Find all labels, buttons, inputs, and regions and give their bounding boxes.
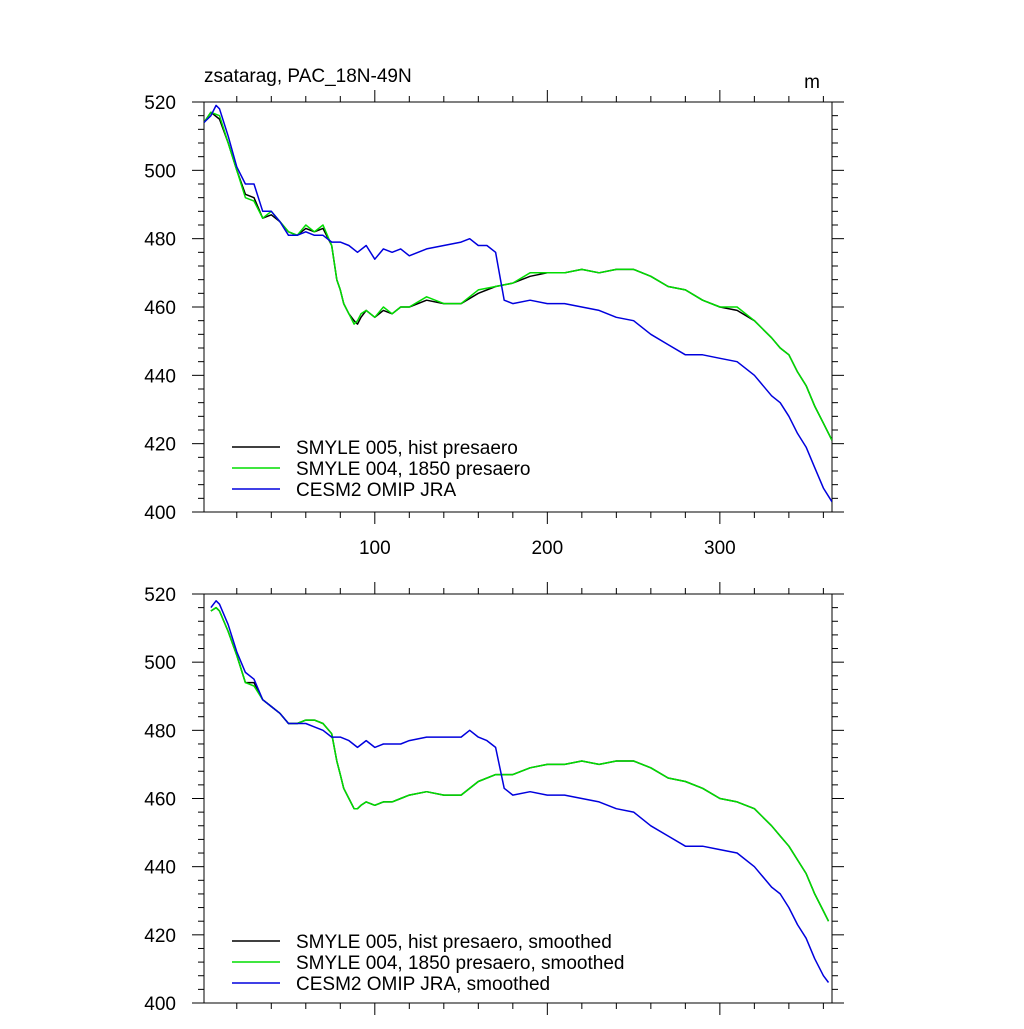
legend-label-3: CESM2 OMIP JRA, smoothed [296, 974, 550, 995]
x-tick-label: 200 [531, 538, 563, 559]
y-tick-label: 480 [144, 721, 176, 742]
y-tick-label: 400 [144, 503, 176, 524]
y-tick-label: 460 [144, 790, 176, 811]
legend-label-3: CESM2 OMIP JRA [296, 480, 456, 501]
y-tick-label: 520 [144, 585, 176, 606]
chart-panel-1: 400 420 440 460 480 500 520 100 200 300 zsatarag, … [144, 66, 844, 559]
series-line-1 [210, 606, 830, 922]
x-tick-label: 300 [704, 538, 736, 559]
y-tick-label: 440 [144, 858, 176, 879]
x-tick-label: 100 [359, 538, 391, 559]
y-tick-label: 400 [144, 994, 176, 1015]
y-tick-label: 440 [144, 366, 176, 387]
y-tick-label: 500 [144, 653, 176, 674]
y-tick-label: 480 [144, 230, 176, 251]
legend-label-1: SMYLE 005, hist presaero [296, 438, 518, 459]
y-tick-label: 420 [144, 435, 176, 456]
series-line-3 [210, 600, 830, 983]
y-tick-label: 500 [144, 161, 176, 182]
chart-panel-2: 400 420 440 460 480 500 520 SMYLE 005, hist pre… [144, 582, 844, 1015]
series-line-2 [204, 111, 832, 441]
series-line-1 [204, 111, 832, 441]
y-tick-label: 520 [144, 93, 176, 114]
y-tick-label: 420 [144, 926, 176, 947]
series-line-3 [204, 104, 832, 503]
legend-label-1: SMYLE 005, hist presaero, smoothed [296, 932, 612, 953]
legend-label-2: SMYLE 004, 1850 presaero [296, 459, 531, 480]
chart-title: zsatarag, PAC_18N-49N [204, 66, 412, 87]
series-line-2 [210, 606, 830, 922]
units-label: m [804, 72, 820, 93]
legend-label-2: SMYLE 004, 1850 presaero, smoothed [296, 953, 624, 974]
y-tick-label: 460 [144, 298, 176, 319]
